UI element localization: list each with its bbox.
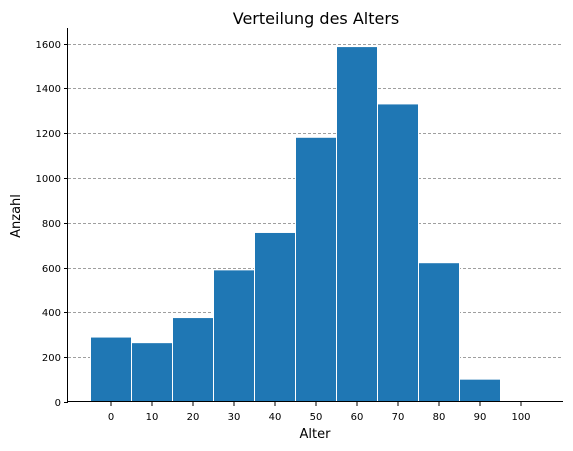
y-tick-label: 1200 bbox=[36, 129, 61, 140]
bar-10 bbox=[131, 342, 173, 403]
x-tick-label: 100 bbox=[511, 412, 530, 423]
bar-20 bbox=[172, 317, 214, 403]
bar-40 bbox=[254, 231, 296, 403]
x-tick-label: 10 bbox=[146, 412, 159, 423]
chart-title: Verteilung des Alters bbox=[233, 9, 400, 28]
y-tick-label: 400 bbox=[42, 308, 61, 319]
bars bbox=[90, 46, 542, 403]
bar-50 bbox=[295, 136, 337, 403]
x-tick-label: 80 bbox=[433, 412, 446, 423]
y-axis-label: Anzahl bbox=[9, 194, 24, 238]
x-axis-label: Alter bbox=[300, 427, 332, 442]
y-tick-label: 600 bbox=[42, 264, 61, 275]
y-tick-label: 1000 bbox=[36, 174, 61, 185]
x-tick-label: 70 bbox=[392, 412, 405, 423]
y-tick-label: 1400 bbox=[36, 84, 61, 95]
bar-80 bbox=[418, 262, 460, 403]
x-ticks: 0 10 20 30 40 50 60 70 80 90 100 bbox=[108, 402, 531, 423]
bar-60 bbox=[336, 46, 378, 403]
x-tick-label: 50 bbox=[310, 412, 323, 423]
y-tick-label: 800 bbox=[42, 219, 61, 230]
x-tick-label: 0 bbox=[108, 412, 114, 423]
bar-70 bbox=[377, 103, 419, 403]
y-ticks: 0 200 400 600 800 1000 1200 1400 1600 bbox=[36, 40, 68, 409]
y-tick-label: 200 bbox=[42, 353, 61, 364]
bar-0 bbox=[90, 336, 132, 403]
axes bbox=[67, 28, 563, 402]
bar-90 bbox=[459, 378, 501, 403]
x-tick-label: 30 bbox=[228, 412, 241, 423]
bar-30 bbox=[213, 269, 255, 403]
x-tick-label: 20 bbox=[187, 412, 200, 423]
y-tick-label: 0 bbox=[55, 398, 61, 409]
y-tick-label: 1600 bbox=[36, 40, 61, 51]
x-tick-label: 90 bbox=[474, 412, 487, 423]
x-tick-label: 60 bbox=[351, 412, 364, 423]
x-tick-label: 40 bbox=[269, 412, 282, 423]
